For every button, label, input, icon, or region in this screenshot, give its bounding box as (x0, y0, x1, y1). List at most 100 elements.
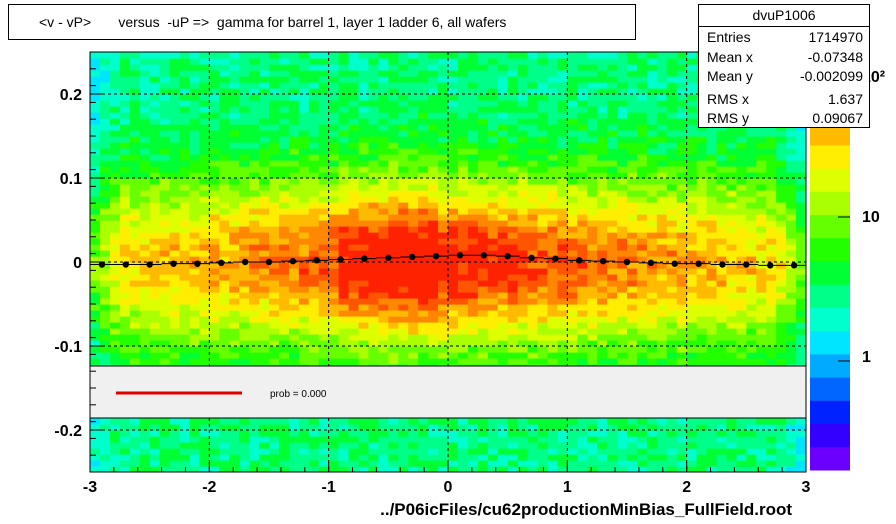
heatmap-cell (239, 220, 250, 227)
heatmap-cell (766, 208, 777, 215)
heatmap-cell (656, 238, 668, 245)
heatmap-cell (726, 436, 737, 443)
heatmap-cell (537, 274, 549, 281)
heatmap-cell (438, 316, 449, 323)
heatmap-cell (636, 460, 648, 467)
heatmap-cell (229, 310, 240, 317)
heatmap-cell (756, 160, 767, 167)
heatmap-cell (149, 358, 161, 365)
heatmap-cell (706, 460, 718, 467)
heatmap-cell (676, 100, 688, 107)
heatmap-cell (239, 424, 250, 431)
heatmap-cell (577, 94, 588, 101)
heatmap-cell (587, 82, 598, 89)
heatmap-cell (209, 352, 220, 359)
heatmap-cell (90, 454, 101, 461)
heatmap-cell (686, 124, 698, 131)
heatmap-cell (418, 322, 429, 329)
heatmap-cell (607, 334, 618, 341)
heatmap-cell (676, 268, 688, 275)
heatmap-cell (786, 430, 797, 437)
heatmap-cell (119, 238, 131, 245)
heatmap-cell (269, 298, 280, 305)
heatmap-cell (139, 352, 151, 359)
heatmap-cell (129, 286, 141, 293)
heatmap-cell (617, 286, 628, 293)
heatmap-cell (219, 286, 230, 293)
heatmap-cell (328, 316, 340, 323)
heatmap-cell (209, 304, 220, 311)
heatmap-cell (438, 442, 449, 449)
heatmap-cell (90, 310, 101, 317)
heatmap-cell (348, 256, 360, 263)
heatmap-cell (567, 250, 578, 257)
heatmap-cell (676, 310, 688, 317)
heatmap-cell (587, 322, 598, 329)
heatmap-cell (676, 274, 688, 281)
heatmap-cell (607, 244, 618, 251)
heatmap-cell (716, 244, 728, 251)
heatmap-cell (666, 70, 678, 77)
heatmap-cell (318, 154, 330, 161)
heatmap-cell (119, 286, 131, 293)
heatmap-cell (696, 460, 708, 467)
heatmap-cell (378, 106, 389, 113)
heatmap-cell (537, 178, 549, 185)
heatmap-cell (378, 64, 389, 71)
heatmap-cell (597, 88, 608, 95)
heatmap-cell (438, 328, 449, 335)
heatmap-cell (418, 142, 429, 149)
heatmap-cell (497, 178, 509, 185)
heatmap-cell (428, 424, 439, 431)
heatmap-cell (239, 178, 250, 185)
heatmap-cell (696, 226, 708, 233)
heatmap-cell (706, 358, 718, 365)
heatmap-cell (746, 346, 757, 353)
heatmap-cell (627, 268, 638, 275)
heatmap-cell (149, 232, 161, 239)
heatmap-cell (517, 76, 529, 83)
heatmap-cell (438, 460, 449, 467)
heatmap-cell (487, 136, 499, 143)
heatmap-cell (656, 430, 668, 437)
heatmap-cell (99, 208, 111, 215)
heatmap-cell (159, 178, 171, 185)
heatmap-cell (368, 70, 379, 77)
heatmap-cell (517, 274, 529, 281)
heatmap-cell (646, 232, 658, 239)
heatmap-cell (766, 298, 777, 305)
heatmap-cell (90, 70, 101, 77)
heatmap-cell (199, 166, 210, 173)
heatmap-cell (308, 172, 320, 179)
heatmap-cell (507, 64, 519, 71)
heatmap-cell (149, 238, 161, 245)
heatmap-cell (736, 196, 747, 203)
heatmap-cell (169, 94, 181, 101)
heatmap-cell (527, 220, 539, 227)
heatmap-cell (298, 316, 310, 323)
heatmap-cell (666, 214, 678, 221)
heatmap-cell (338, 202, 350, 209)
heatmap-cell (666, 82, 678, 89)
heatmap-cell (189, 142, 200, 149)
heatmap-cell (219, 142, 230, 149)
heatmap-cell (517, 280, 529, 287)
heatmap-cell (537, 214, 549, 221)
heatmap-cell (597, 244, 608, 251)
heatmap-cell (149, 142, 161, 149)
heatmap-cell (646, 244, 658, 251)
heatmap-cell (597, 304, 608, 311)
heatmap-cell (328, 196, 340, 203)
heatmap-cell (308, 124, 320, 131)
heatmap-cell (666, 424, 678, 431)
heatmap-cell (517, 220, 529, 227)
heatmap-cell (139, 328, 151, 335)
heatmap-cell (646, 358, 658, 365)
heatmap-cell (428, 118, 439, 125)
heatmap-cell (129, 262, 141, 269)
heatmap-cell (408, 118, 419, 125)
heatmap-cell (90, 178, 101, 185)
heatmap-cell (686, 436, 698, 443)
heatmap-cell (159, 166, 171, 173)
heatmap-cell (418, 334, 429, 341)
